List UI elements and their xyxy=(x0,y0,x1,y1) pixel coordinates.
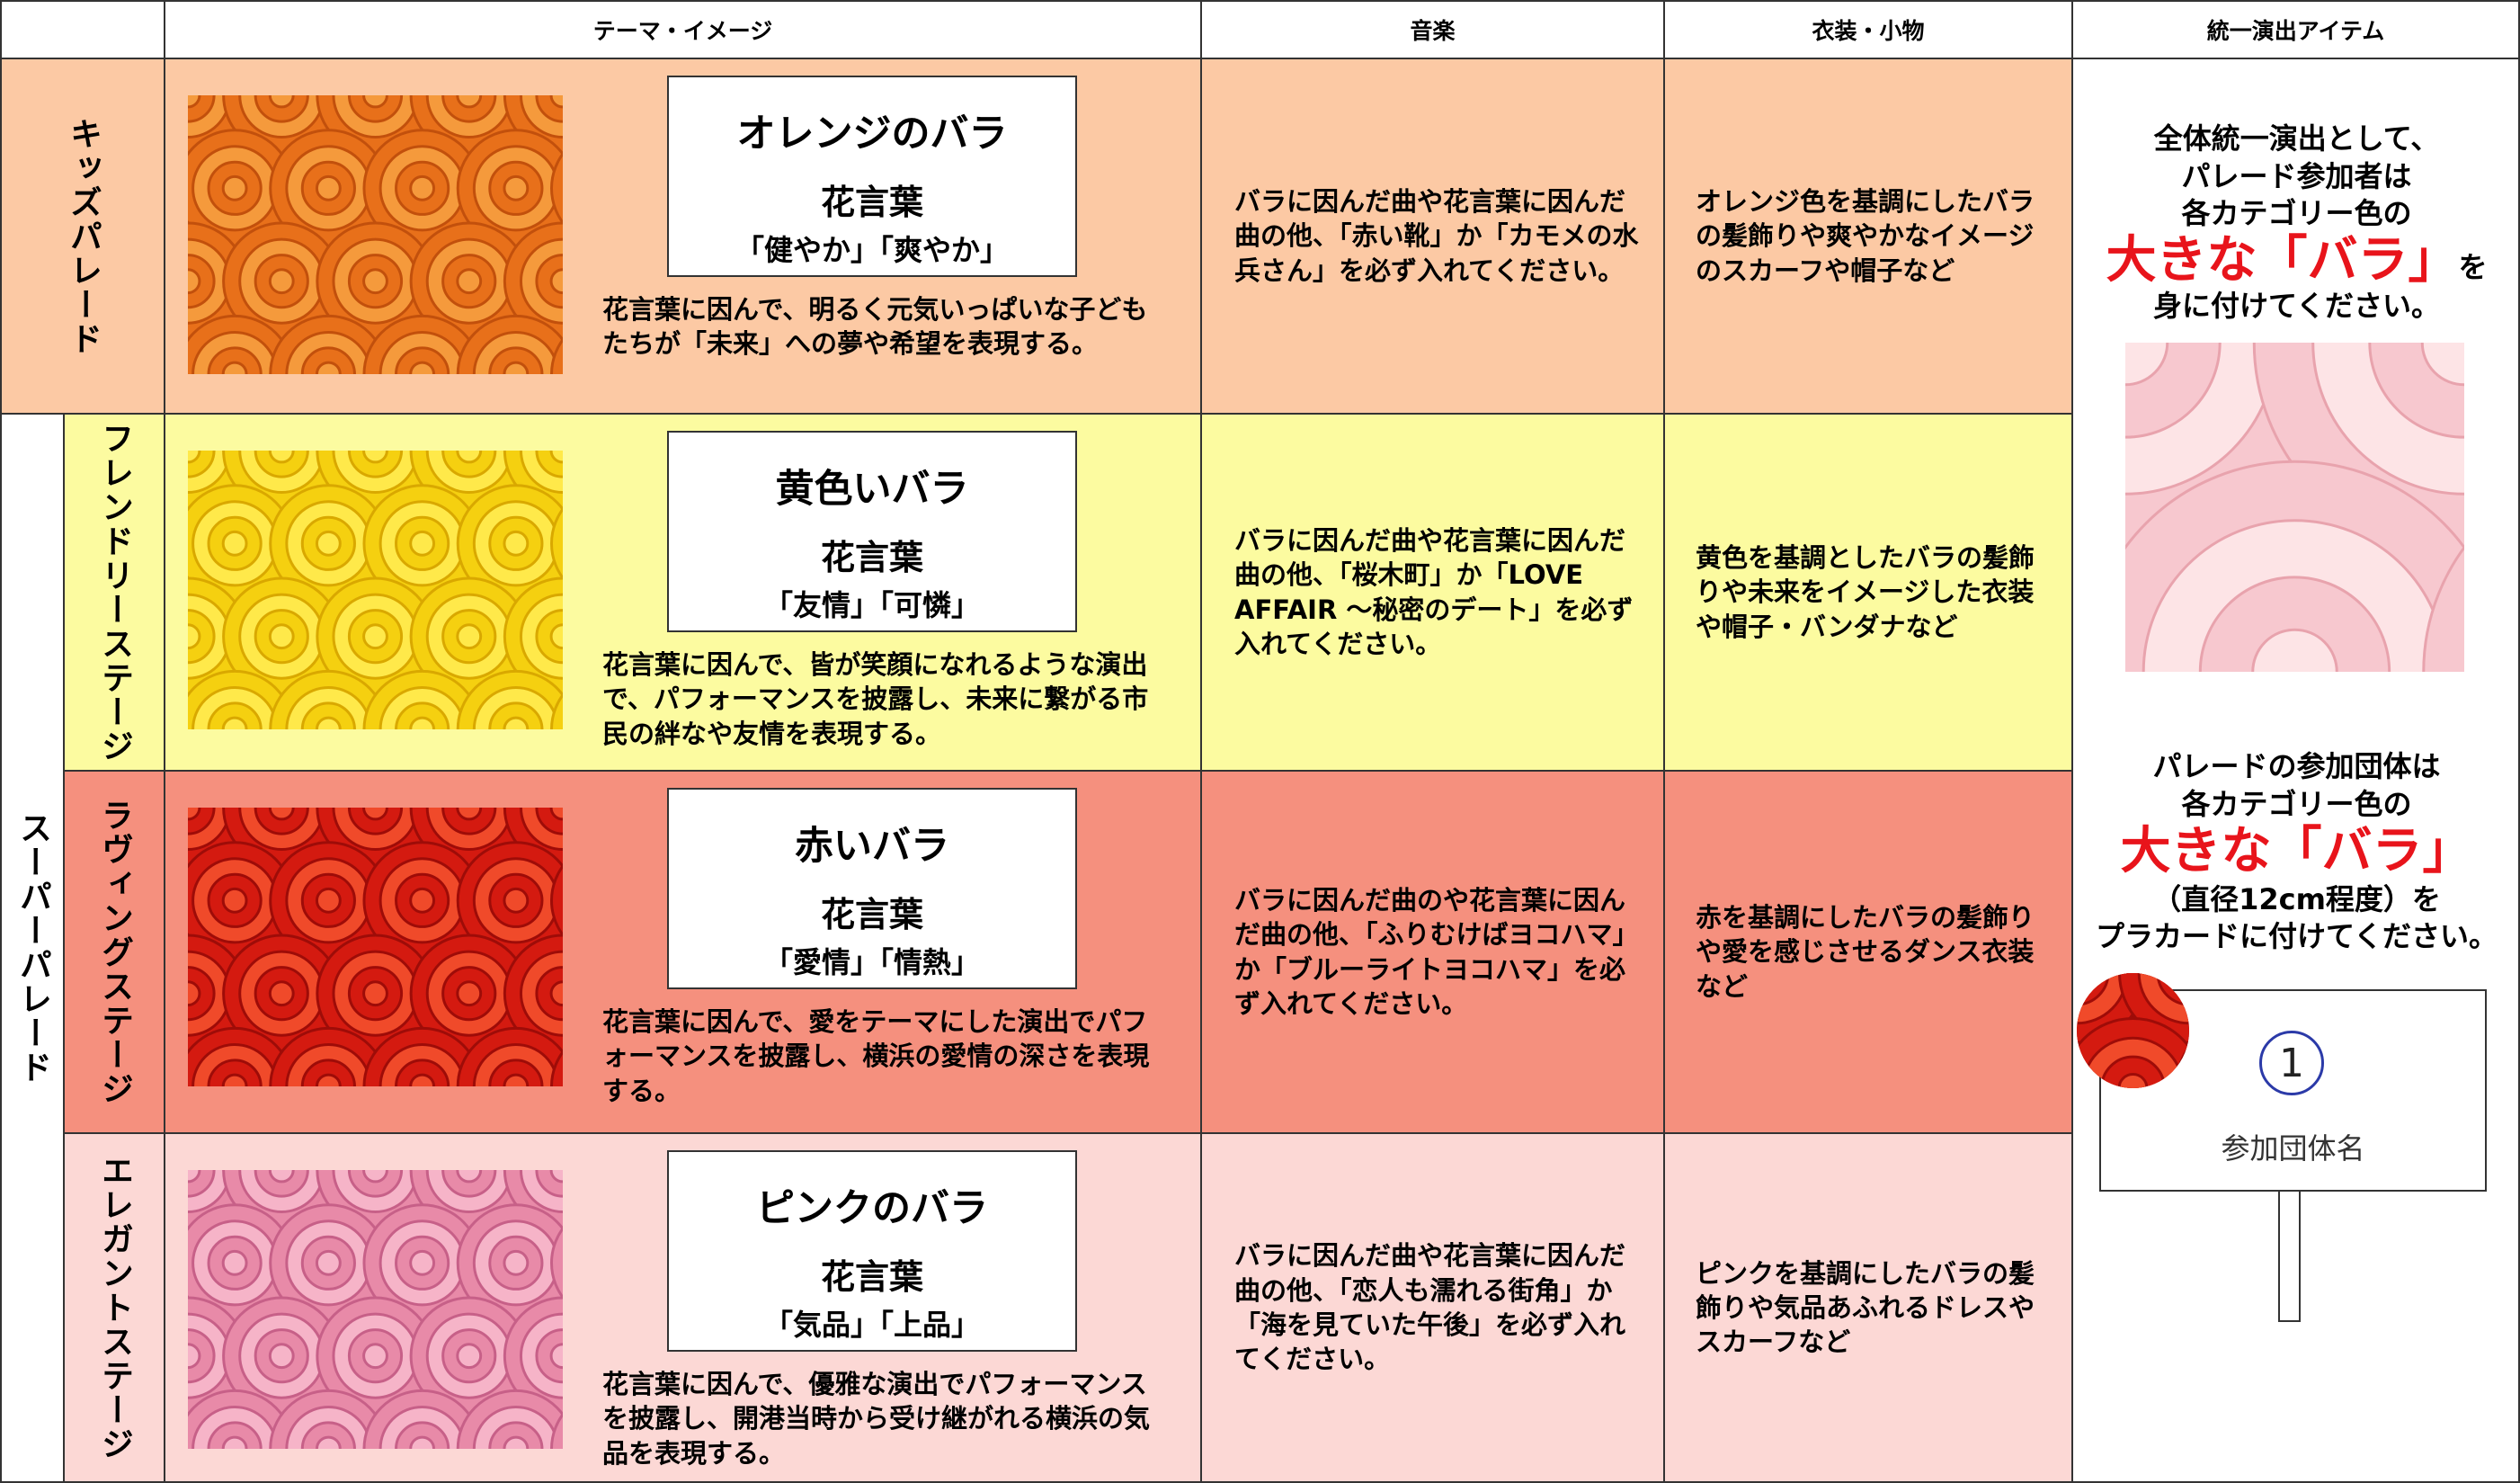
unified-line: パレード参加者は xyxy=(2181,158,2412,193)
rose-photo xyxy=(188,451,563,729)
costume-cell: オレンジ色を基調にしたバラの髪飾りや爽やかなイメージのスカーフや帽子など xyxy=(1665,59,2073,415)
row-label: キッズパレード xyxy=(0,59,165,415)
music-cell: バラに因んだ曲や花言葉に因んだ曲の他、「恋人も濡れる街角」か「海を見ていた午後」… xyxy=(1202,1134,1665,1483)
rose-photo xyxy=(188,1170,563,1449)
costume: オレンジ色を基調にしたバラの髪飾りや爽やかなイメージのスカーフや帽子など xyxy=(1696,186,2035,286)
hanakotoba: 「健やか」「爽やか」 xyxy=(735,233,1009,267)
row-label-line: ラヴィング xyxy=(96,798,133,969)
music: バラに因んだ曲や花言葉に因んだ曲の他、「恋人も濡れる街角」か「海を見ていた午後」… xyxy=(1234,1240,1626,1375)
unified-line: （直径12cm程度）を xyxy=(2152,881,2441,916)
row-label-line: エレガント xyxy=(96,1154,133,1325)
placard-post xyxy=(2278,1190,2301,1322)
theme-cell: 黄色いバラ花言葉「友情」「可憐」花言葉に因んで、皆が笑顔になれるような演出で、パ… xyxy=(165,415,1202,772)
hanakotoba-title: 花言葉 xyxy=(820,538,923,577)
unified-text: 全体統一演出として、 パレード参加者は 各カテゴリー色の 大きな「バラ」を 身に付けてく… xyxy=(2073,121,2520,326)
highlight: 大きな「バラ」 xyxy=(2120,822,2473,881)
row-label-line: ステージ xyxy=(96,969,133,1106)
hanakotoba: 「友情」「可憐」 xyxy=(763,588,980,622)
costume-cell: 黄色を基調としたバラの髪飾りや未来をイメージした衣装や帽子・バンダナなど xyxy=(1665,415,2073,772)
music-cell: バラに因んだ曲のや花言葉に因んだ曲の他、「ふりむけばヨコハマ」か「ブルーライトヨ… xyxy=(1202,772,1665,1134)
row-label: ラヴィング ステージ xyxy=(65,772,165,1134)
rose-name: 赤いバラ xyxy=(795,824,949,869)
header-cell: 統一演出アイテム xyxy=(2073,0,2520,59)
description: 花言葉に因んで、皆が笑顔になれるような演出で、パフォーマンスを披露し、未来に繋が… xyxy=(602,649,1149,749)
unified-cell: 全体統一演出として、 パレード参加者は 各カテゴリー色の 大きな「バラ」を 身に付けてく… xyxy=(2073,59,2520,1483)
unified-line: 身に付けてください。 xyxy=(2152,289,2441,324)
header-cell xyxy=(0,0,165,59)
music: バラに因んだ曲のや花言葉に因んだ曲の他、「ふりむけばヨコハマ」か「ブルーライトヨ… xyxy=(1234,884,1639,1019)
unified-text: パレードの参加団体は 各カテゴリー色の 大きな「バラ」 （直径12cm程度）を プラカー… xyxy=(2073,748,2520,956)
highlight-suffix: を xyxy=(2458,249,2488,284)
theme-cell: ピンクのバラ花言葉「気品」「上品」花言葉に因んで、優雅な演出でパフォーマンスを披… xyxy=(165,1134,1202,1483)
row-label-line: ステージ xyxy=(96,626,133,764)
placard: 1 参加団体名 xyxy=(2099,989,2487,1192)
description: 花言葉に因んで、優雅な演出でパフォーマンスを披露し、開港当時から受け継がれる横浜… xyxy=(602,1369,1151,1469)
music-cell: バラに因んだ曲や花言葉に因んだ曲の他、「桜木町」か「LOVE AFFAIR ～秘… xyxy=(1202,415,1665,772)
rose-box: 黄色いバラ花言葉「友情」「可憐」 xyxy=(667,431,1077,632)
group-label: スーパーパレード xyxy=(0,415,65,1483)
unified-line: プラカードに付けてください。 xyxy=(2095,919,2498,954)
rose-photo xyxy=(2125,343,2464,672)
rose-name: オレンジのバラ xyxy=(736,112,1008,156)
costume-cell: ピンクを基調にしたバラの髪飾りや気品あふれるドレスやスカーフなど xyxy=(1665,1134,2073,1483)
unified-line: 各カテゴリー色の xyxy=(2181,196,2412,231)
hanakotoba: 「気品」「上品」 xyxy=(763,1308,980,1342)
placard-number: 1 xyxy=(2259,1031,2324,1095)
hanakotoba-title: 花言葉 xyxy=(820,183,923,222)
unified-line: 全体統一演出として、 xyxy=(2153,121,2440,156)
header-cell: 音楽 xyxy=(1202,0,1665,59)
music-cell: バラに因んだ曲や花言葉に因んだ曲の他、「赤い靴」か「カモメの水兵さん」を必ず入れ… xyxy=(1202,59,1665,415)
row-label-line: キッズパレード xyxy=(65,116,102,356)
placard-name: 参加団体名 xyxy=(2221,1131,2365,1166)
costume: ピンクを基調にしたバラの髪飾りや気品あふれるドレスやスカーフなど xyxy=(1696,1257,2035,1358)
rose-photo xyxy=(2077,973,2189,1088)
hanakotoba-title: 花言葉 xyxy=(820,895,923,934)
theme-cell: オレンジのバラ花言葉「健やか」「爽やか」花言葉に因んで、明るく元気いっぱいな子ど… xyxy=(165,59,1202,415)
music: バラに因んだ曲や花言葉に因んだ曲の他、「赤い靴」か「カモメの水兵さん」を必ず入れ… xyxy=(1234,186,1639,286)
costume: 赤を基調にしたバラの髪飾りや愛を感じさせるダンス衣装など xyxy=(1696,902,2035,1002)
rose-name: 黄色いバラ xyxy=(775,467,969,512)
highlight: 大きな「バラ」 xyxy=(2106,230,2459,290)
description: 花言葉に因んで、明るく元気いっぱいな子どもたちが「未来」への夢や希望を表現する。 xyxy=(602,294,1148,360)
rose-photo xyxy=(188,95,563,374)
rose-box: ピンクのバラ花言葉「気品」「上品」 xyxy=(667,1150,1077,1352)
costume-cell: 赤を基調にしたバラの髪飾りや愛を感じさせるダンス衣装など xyxy=(1665,772,2073,1134)
rose-box: 赤いバラ花言葉「愛情」「情熱」 xyxy=(667,788,1077,989)
music: バラに因んだ曲や花言葉に因んだ曲の他、「桜木町」か「LOVE AFFAIR ～秘… xyxy=(1234,524,1634,659)
unified-line: 各カテゴリー色の xyxy=(2181,786,2412,821)
description: 花言葉に因んで、愛をテーマにした演出でパフォーマンスを披露し、横浜の愛情の深さを… xyxy=(602,1006,1150,1106)
unified-line: パレードの参加団体は xyxy=(2152,749,2441,783)
row-label: フレンドリー ステージ xyxy=(65,415,165,772)
theme-cell: 赤いバラ花言葉「愛情」「情熱」花言葉に因んで、愛をテーマにした演出でパフォーマン… xyxy=(165,772,1202,1134)
header-cell: テーマ・イメージ xyxy=(165,0,1202,59)
header-cell: 衣装・小物 xyxy=(1665,0,2073,59)
rose-photo xyxy=(188,808,563,1086)
rose-box: オレンジのバラ花言葉「健やか」「爽やか」 xyxy=(667,76,1077,277)
row-label-line: ステージ xyxy=(96,1325,133,1461)
row-label: エレガント ステージ xyxy=(65,1134,165,1483)
costume: 黄色を基調としたバラの髪飾りや未来をイメージした衣装や帽子・バンダナなど xyxy=(1696,542,2035,642)
row-label-line: フレンドリー xyxy=(96,421,133,627)
unified-line: 大きな「バラ」を xyxy=(2073,230,2520,290)
hanakotoba-title: 花言葉 xyxy=(820,1257,923,1297)
hanakotoba: 「愛情」「情熱」 xyxy=(763,945,980,979)
rose-name: ピンクのバラ xyxy=(756,1186,988,1231)
